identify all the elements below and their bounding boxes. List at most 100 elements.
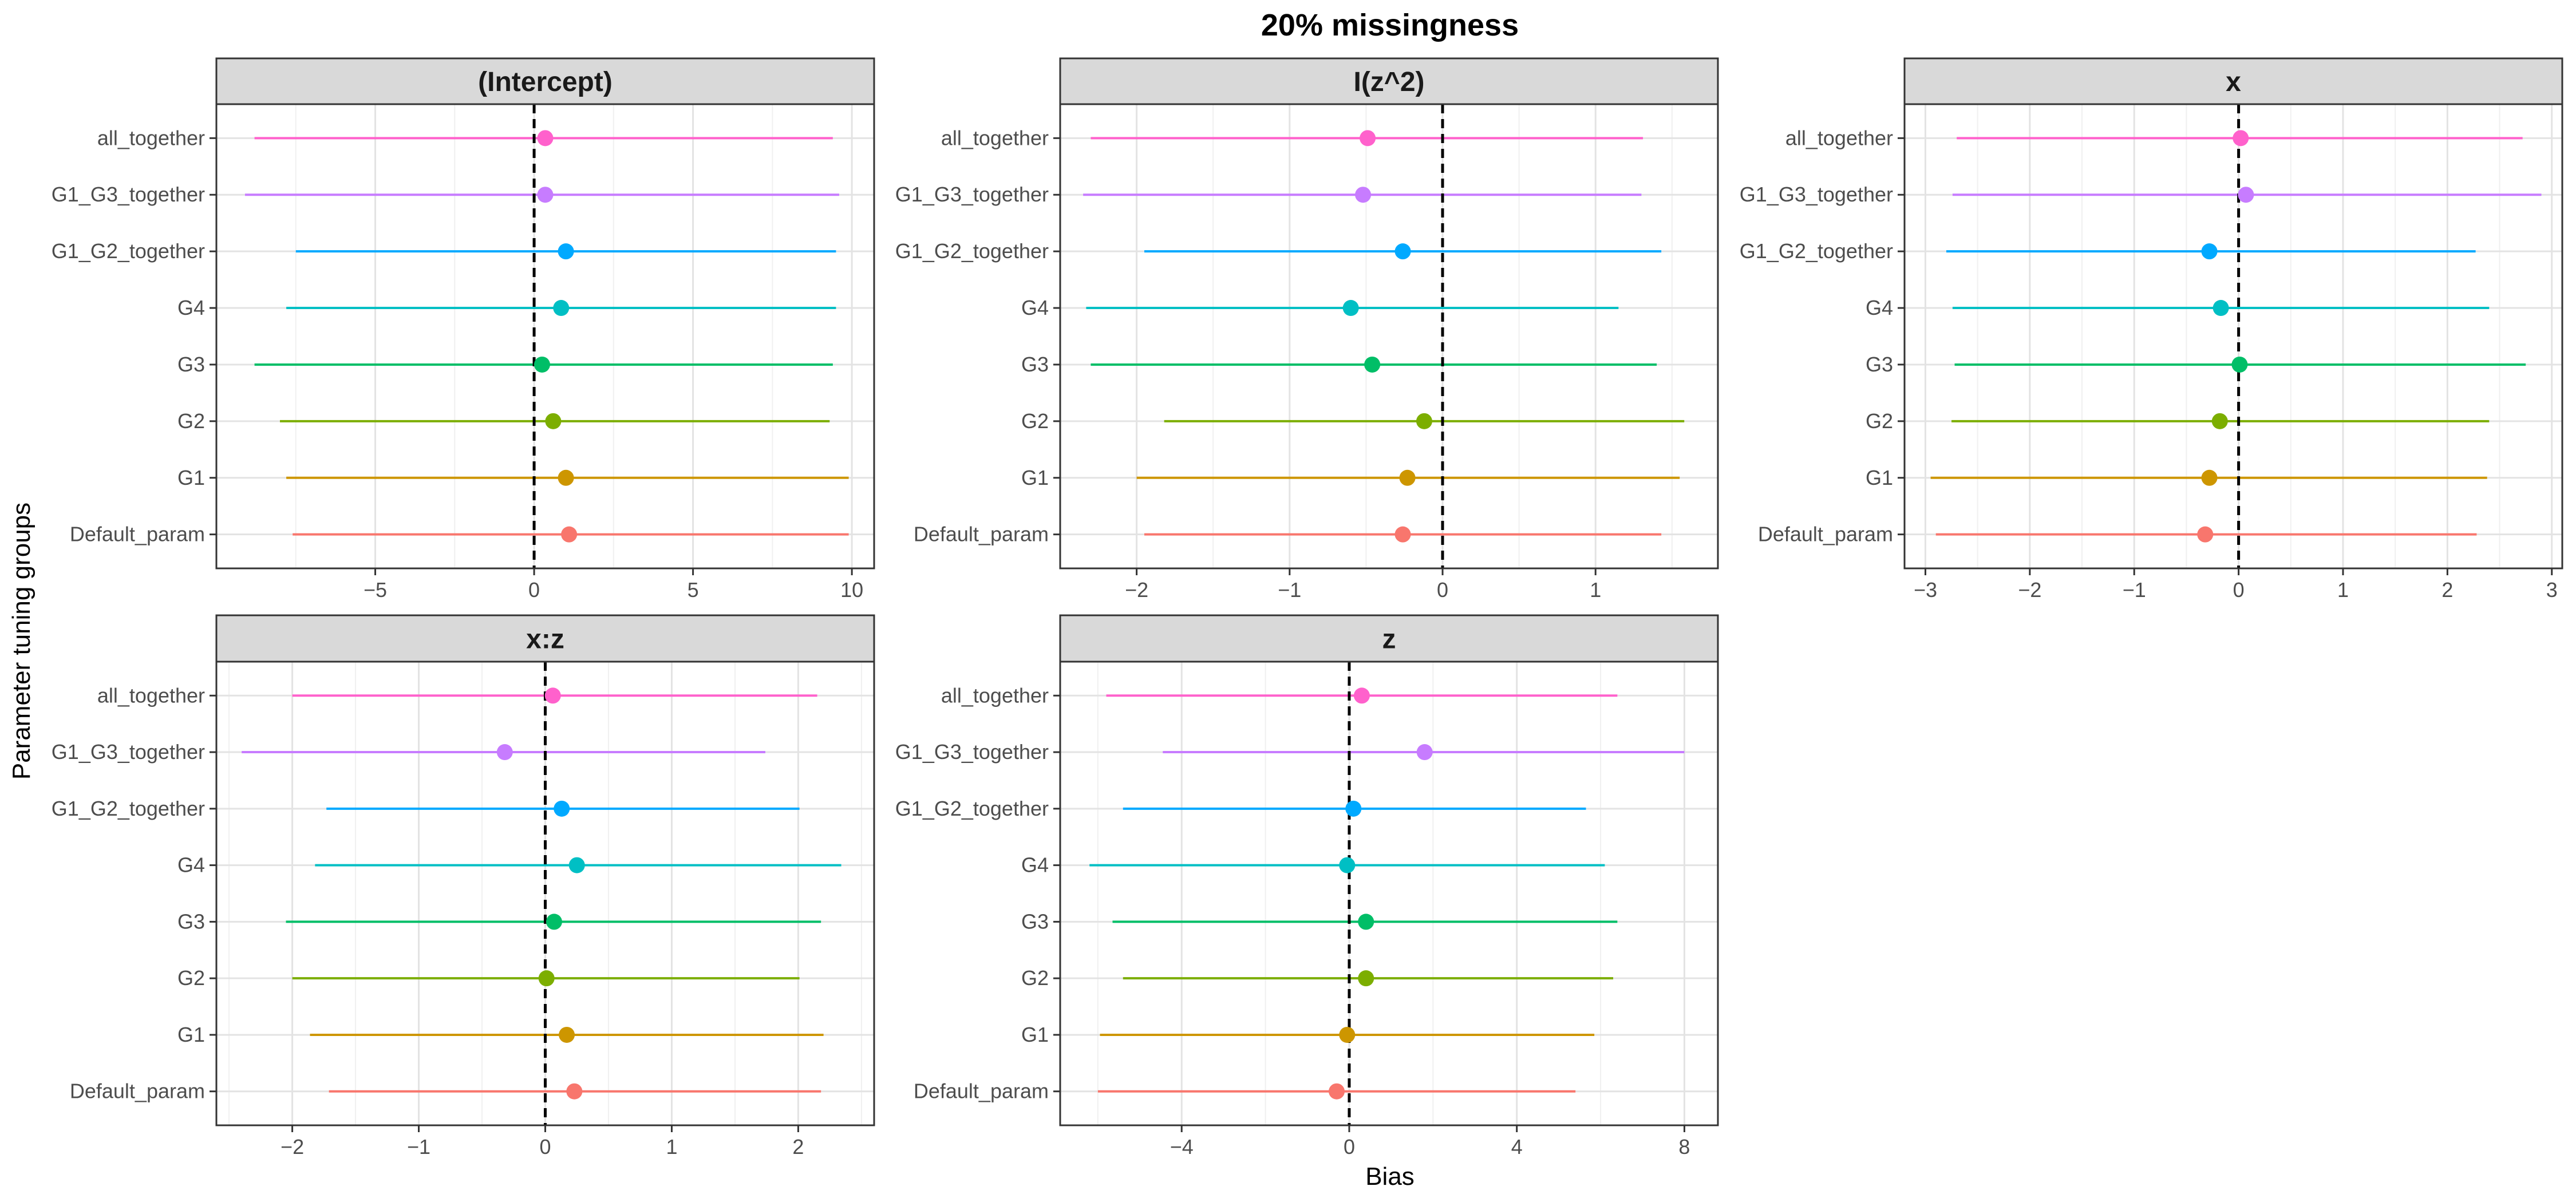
y-tick-label: G3: [1021, 353, 1049, 376]
x-tick-label: 1: [666, 1135, 677, 1158]
panel-z: z −4 0 4 8 Default_param G1 G2 G3 G4 G1_G2_togethe…: [895, 614, 1719, 1158]
y-tick-label: all_together: [941, 126, 1049, 149]
point-g1-g2-together: [1345, 800, 1362, 817]
point-g1-g2-together: [2201, 243, 2218, 260]
point-g2: [2211, 413, 2228, 429]
y-tick-label: all_together: [97, 126, 205, 149]
panel-i-z-2: I(z^2) −2 −1 0 1 Default_param G1 G2 G3 G4 G1_G2_t…: [895, 57, 1719, 602]
panel-intercept: (Intercept) −5 0 5 10 Default_param G1 G2 G3 G4 G1…: [52, 57, 875, 602]
y-tick-label: G1_G3_together: [895, 183, 1049, 206]
x-tick-label: −2: [1125, 578, 1148, 602]
chart-title: 20% missingness: [1261, 8, 1519, 42]
point-g3: [1358, 914, 1374, 930]
y-tick-label: G1: [177, 1023, 205, 1046]
y-tick-label: G1: [1866, 466, 1893, 489]
point-default-param: [1394, 526, 1411, 543]
point-all-together: [537, 130, 554, 147]
x-tick-label: 0: [539, 1135, 551, 1158]
x-tick-label: 0: [528, 578, 540, 602]
point-default-param: [2197, 526, 2214, 543]
x-tick-label: 10: [840, 578, 863, 602]
point-g3: [2231, 356, 2248, 373]
point-default-param: [561, 526, 578, 543]
point-g3: [546, 914, 562, 930]
point-g4: [1339, 857, 1356, 873]
facet-strip: [1059, 57, 1719, 105]
point-g1-g2-together: [554, 800, 570, 817]
x-tick-label: −4: [1170, 1135, 1194, 1158]
x-tick-label: −1: [1278, 578, 1301, 602]
point-g4: [1342, 300, 1359, 317]
point-all-together: [544, 687, 561, 704]
point-g2: [538, 970, 555, 987]
point-all-together: [1353, 687, 1370, 704]
y-tick-label: G1_G2_together: [895, 239, 1049, 263]
y-tick-label: G3: [177, 353, 205, 376]
facet-label: x: [2226, 67, 2241, 97]
x-tick-label: 4: [1511, 1135, 1523, 1158]
point-g1: [558, 469, 574, 486]
panel-background: [1060, 662, 1718, 1125]
facet-strip: [1059, 614, 1719, 663]
y-axis-title: Parameter tuning groups: [7, 503, 35, 780]
x-tick-label: −5: [364, 578, 387, 602]
y-tick-label: G1: [1021, 1023, 1049, 1046]
y-tick-label: Default_param: [1758, 523, 1893, 546]
x-tick-label: 1: [2337, 578, 2349, 602]
panel-background: [1060, 104, 1718, 568]
y-tick-label: G4: [1021, 296, 1049, 319]
facet-label: z: [1382, 624, 1396, 655]
point-g3: [534, 356, 550, 373]
facet-strip: [215, 57, 875, 105]
point-all-together: [1360, 130, 1376, 147]
x-tick-label: 0: [1344, 1135, 1355, 1158]
point-g1-g2-together: [558, 243, 574, 260]
y-tick-label: G4: [1866, 296, 1893, 319]
point-g1-g3-together: [1355, 187, 1372, 203]
facet-label: (Intercept): [478, 67, 613, 97]
y-tick-label: G4: [177, 853, 205, 877]
panel-x-z: x:z −2 −1 0 1 2 Default_param G1 G2 G3 G4 G1_G2_tog…: [52, 614, 875, 1158]
y-tick-label: G3: [177, 910, 205, 933]
point-g2: [545, 413, 562, 429]
y-tick-label: G1_G3_together: [52, 183, 205, 206]
x-tick-label: 8: [1678, 1135, 1690, 1158]
point-g4: [553, 300, 570, 317]
panel-x: x −3 −2 −1 0 1 2 3 Default_param G1 G2 G3 G4 G1_G2_to…: [1740, 57, 2563, 602]
y-tick-label: G4: [1021, 853, 1049, 877]
y-tick-label: Default_param: [70, 1080, 205, 1103]
y-tick-label: G1_G3_together: [52, 740, 205, 764]
x-tick-label: 2: [792, 1135, 804, 1158]
x-tick-label: 0: [2233, 578, 2245, 602]
y-tick-label: all_together: [1785, 126, 1893, 149]
point-g1: [1399, 469, 1416, 486]
y-tick-label: G1_G3_together: [1740, 183, 1893, 206]
y-tick-label: G2: [177, 966, 205, 990]
facet-panels: (Intercept)−5 0 5 10Default_paramG1G2G3G4G1…: [52, 57, 2563, 1158]
point-g2: [1358, 970, 1374, 987]
point-g4: [2212, 300, 2229, 317]
y-tick-label: G1_G2_together: [895, 797, 1049, 820]
point-default-param: [1329, 1083, 1345, 1100]
y-tick-label: G3: [1021, 910, 1049, 933]
x-axis-title: Bias: [1365, 1163, 1415, 1191]
y-tick-label: G2: [1866, 409, 1893, 433]
y-tick-label: Default_param: [914, 523, 1049, 546]
point-g1: [559, 1026, 575, 1043]
x-tick-label: −1: [407, 1135, 430, 1158]
point-default-param: [566, 1083, 583, 1100]
y-tick-label: all_together: [941, 683, 1049, 707]
x-tick-label: 1: [1590, 578, 1601, 602]
panel-background: [1905, 104, 2562, 568]
x-tick-label: −1: [2123, 578, 2146, 602]
point-g1-g3-together: [496, 744, 513, 761]
facet-label: I(z^2): [1353, 67, 1424, 97]
y-tick-label: G2: [1021, 966, 1049, 990]
y-tick-label: G1_G2_together: [52, 239, 205, 263]
x-tick-label: 0: [1437, 578, 1448, 602]
facet-label: x:z: [526, 624, 564, 655]
point-all-together: [2233, 130, 2249, 147]
x-tick-label: 2: [2441, 578, 2453, 602]
y-tick-label: G2: [177, 409, 205, 433]
